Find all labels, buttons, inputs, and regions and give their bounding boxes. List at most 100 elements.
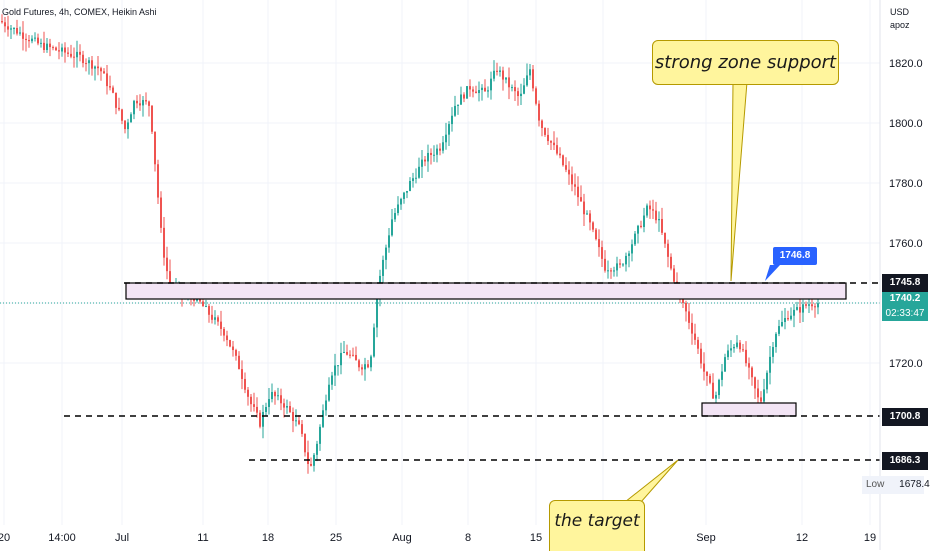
candle-body — [685, 302, 687, 312]
candle-body — [757, 388, 759, 398]
countdown-label: 02:33:47 — [882, 306, 928, 321]
candle-body — [205, 306, 207, 308]
candle-body — [745, 349, 747, 364]
candle-body — [427, 152, 429, 162]
symbol-header: Gold Futures, 4h, COMEX, Heikin Ashi — [2, 7, 157, 17]
candle-body — [316, 443, 318, 455]
candle-body — [268, 399, 270, 408]
candle-body — [106, 73, 108, 87]
candle-body — [499, 70, 501, 72]
candle-body — [121, 109, 123, 121]
candle-body — [592, 222, 594, 230]
candle-body — [61, 47, 63, 52]
candle-body — [541, 120, 543, 129]
candle-body — [688, 311, 690, 323]
support-zone-box[interactable] — [125, 282, 847, 300]
candle-body — [16, 27, 18, 34]
candle-body — [151, 105, 153, 132]
candle-body — [391, 219, 393, 236]
candle-body — [4, 22, 6, 27]
candle-body — [226, 335, 228, 341]
low-value: 1678.4 — [899, 479, 930, 490]
candle-body — [145, 100, 147, 102]
candle-body — [526, 75, 528, 86]
candle-body — [367, 364, 369, 368]
candle-body — [556, 145, 558, 154]
candle-body — [784, 317, 786, 323]
candle-body — [169, 271, 171, 289]
candle-body — [754, 377, 756, 389]
candle-body — [739, 342, 741, 350]
candle-body — [493, 70, 495, 79]
candle-body — [760, 397, 762, 402]
candle-body — [691, 322, 693, 334]
candle-body — [376, 295, 378, 328]
candle-body — [82, 54, 84, 64]
callout-top[interactable]: strong zone support — [652, 40, 839, 85]
callout-bottom-pointer — [623, 459, 679, 503]
candle-body — [421, 159, 423, 167]
candle-body — [331, 375, 333, 385]
candle-body — [454, 105, 456, 116]
candle-body — [214, 317, 216, 320]
candle-body — [358, 360, 360, 368]
candle-body — [139, 103, 141, 106]
candle-body — [49, 43, 51, 48]
candle-body — [343, 351, 345, 353]
candle-body — [799, 307, 801, 313]
candle-body — [337, 365, 339, 367]
candle-body — [787, 317, 789, 320]
candle-body — [307, 452, 309, 464]
candle-body — [430, 152, 432, 155]
candle-body — [613, 270, 615, 272]
candle-body — [715, 395, 717, 399]
candle-body — [808, 304, 810, 306]
candle-body — [418, 166, 420, 178]
drawings-layer — [0, 81, 880, 503]
currency-text: USD — [890, 7, 910, 17]
candle-body — [40, 42, 42, 44]
candle-body — [772, 347, 774, 357]
candle-body — [313, 454, 315, 466]
candle-body — [304, 433, 306, 453]
candle-body — [571, 174, 573, 185]
candle-body — [463, 94, 465, 99]
candle-body — [709, 375, 711, 383]
candle-body — [424, 159, 426, 162]
callout-bottom[interactable]: the target — [549, 500, 645, 551]
candle-body — [814, 306, 816, 308]
x-tick-label: 19 — [864, 532, 876, 544]
candle-body — [607, 270, 609, 272]
low-label: Low — [866, 479, 885, 490]
y-tick-label: 1820.0 — [889, 58, 923, 70]
candle-body — [604, 258, 606, 271]
candle-body — [559, 153, 561, 156]
candle-body — [775, 333, 777, 348]
marker-price-label: 1746.8 — [773, 247, 817, 265]
candle-body — [31, 38, 33, 42]
candle-body — [712, 382, 714, 399]
candle-body — [622, 264, 624, 266]
candle-body — [340, 352, 342, 366]
candle-body — [382, 259, 384, 276]
candle-body — [433, 154, 435, 156]
candle-body — [346, 351, 348, 355]
y-tick-label: 1800.0 — [889, 118, 923, 130]
candle-body — [667, 243, 669, 257]
candle-body — [235, 350, 237, 356]
candle-body — [475, 91, 477, 94]
candle-body — [130, 114, 132, 123]
y-tick-label: 1780.0 — [889, 178, 923, 190]
candle-body — [481, 87, 483, 91]
candle-body — [352, 354, 354, 356]
candle-body — [658, 218, 660, 221]
low-stat: Low 1678.4 — [862, 476, 930, 494]
candle-body — [793, 309, 795, 316]
target-zone-box[interactable] — [701, 402, 797, 417]
candle-body — [328, 384, 330, 401]
candle-body — [781, 322, 783, 327]
candle-body — [664, 232, 666, 244]
candle-body — [406, 190, 408, 193]
candle-body — [277, 395, 279, 397]
